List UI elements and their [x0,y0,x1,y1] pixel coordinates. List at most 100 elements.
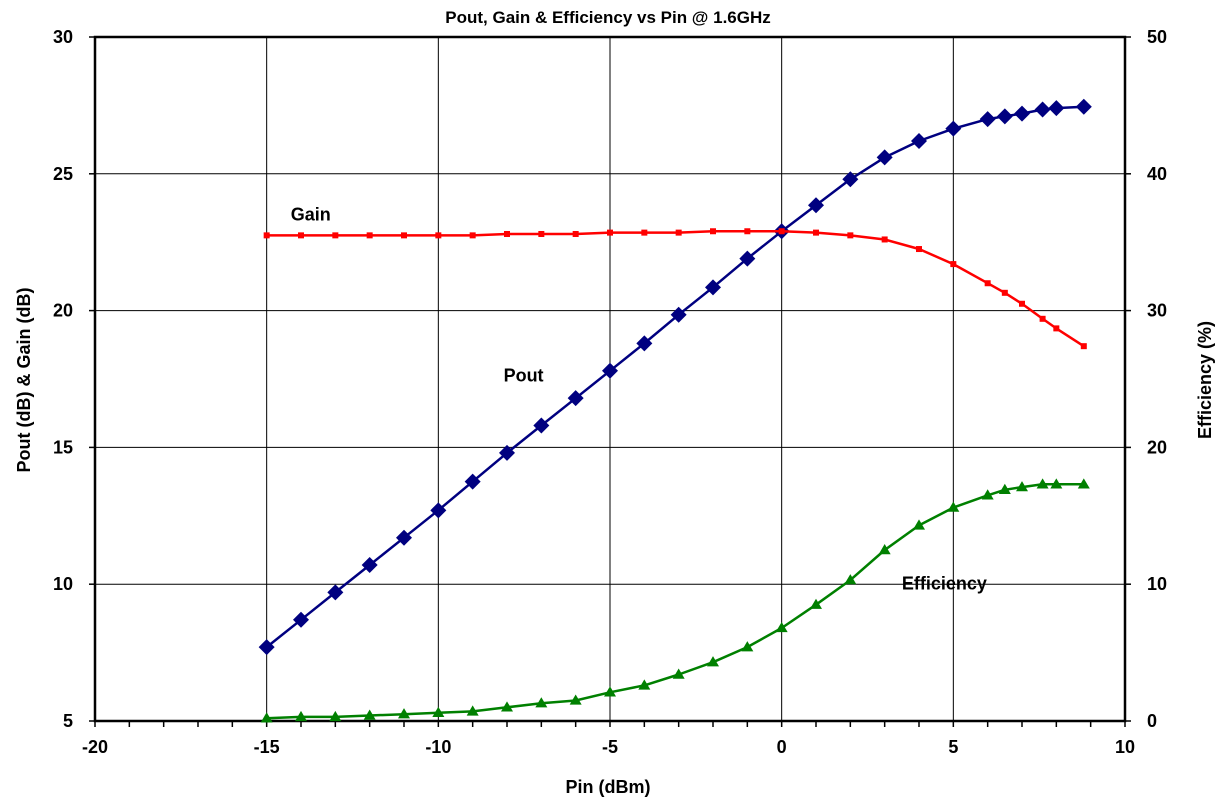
x-tick-label: 0 [777,737,787,757]
data-point [569,694,582,705]
data-point [533,417,550,434]
data-point [813,229,819,236]
data-point [741,641,754,652]
y-tick-label: 15 [53,437,73,457]
data-point [293,611,309,628]
x-axis-tick-labels: -20 -15 -10 -5 0 5 10 [82,737,1135,757]
y2-tick-label: 50 [1147,27,1167,47]
series-pout [258,98,1092,656]
data-point [572,230,579,237]
data-point [705,279,721,296]
x-tick-label: -10 [425,737,451,757]
data-point [1048,100,1065,117]
series-gain [263,228,1087,350]
data-point [636,335,653,352]
data-point [670,306,687,323]
y2-tick-label: 30 [1147,301,1167,321]
y-axis-label: Pout (dB) & Gain (dB) [14,288,34,473]
data-point [775,621,788,633]
data-point [607,229,613,236]
y-axis-tick-labels: 5 10 15 20 25 30 [53,27,73,731]
tick-marks [89,36,1131,727]
y2-axis-label: Efficiency (%) [1195,321,1215,439]
data-point [911,132,927,149]
data-point [466,705,479,716]
data-point [1080,343,1087,350]
data-point [638,679,651,690]
y-tick-label: 5 [63,711,73,731]
data-point [945,120,962,137]
y2-axis-tick-labels: 0 10 20 30 40 50 [1147,27,1167,731]
data-point [1039,315,1046,322]
y-tick-label: 20 [53,301,73,321]
data-point [263,232,270,239]
data-point [469,232,476,239]
data-point [567,390,584,407]
data-point [396,529,412,546]
data-point [808,197,824,214]
x-tick-label: 10 [1115,737,1135,757]
chart-title: Pout, Gain & Efficiency vs Pin @ 1.6GHz [445,8,771,27]
x-tick-label: 5 [948,737,958,757]
y2-tick-label: 40 [1147,164,1167,184]
data-point [881,236,888,243]
data-point [913,519,925,530]
series-group [258,98,1092,723]
x-tick-label: -15 [254,737,280,757]
data-point [327,584,344,601]
data-point [1014,105,1030,122]
data-point [298,232,304,239]
y-tick-label: 25 [53,164,73,184]
y2-tick-label: 10 [1147,574,1167,594]
annotations: Gain Pout Efficiency [291,204,987,593]
data-point [810,598,822,609]
data-point [1036,478,1049,489]
data-point [739,250,756,267]
data-point [401,232,407,239]
data-point [398,708,410,719]
data-point [984,280,991,287]
data-point [998,483,1011,495]
y-tick-label: 30 [53,27,73,47]
data-point [981,489,994,500]
series-efficiency [260,478,1090,723]
data-point [876,149,893,166]
data-point [916,246,922,253]
data-point [1001,289,1008,296]
data-point [996,108,1013,125]
data-point [499,444,515,461]
data-point [258,639,275,656]
x-axis-label: Pin (dBm) [566,777,651,797]
data-point [1034,101,1051,118]
annotation-efficiency: Efficiency [902,574,987,594]
data-point [1019,300,1025,307]
data-point [538,230,545,237]
data-point [363,709,376,720]
data-point [430,502,447,519]
data-point [947,501,960,512]
data-point [672,668,685,679]
y-tick-label: 10 [53,574,73,594]
data-point [501,701,513,712]
data-point [602,362,618,379]
data-point [842,171,859,188]
series-line-pout [265,105,1084,649]
y2-tick-label: 0 [1147,711,1157,731]
data-point [878,544,891,555]
data-point [1077,478,1090,489]
data-point [1075,98,1092,115]
data-point [260,712,273,723]
data-point [1050,478,1063,489]
y2-tick-label: 20 [1147,437,1167,457]
series-line-gain [266,230,1085,348]
data-point [1016,481,1028,492]
data-point [641,229,648,236]
data-point [432,706,445,717]
data-point [950,261,957,268]
data-point [332,232,339,239]
data-point [295,710,307,722]
data-point [504,230,510,237]
data-point [847,232,854,239]
data-point [744,228,751,235]
